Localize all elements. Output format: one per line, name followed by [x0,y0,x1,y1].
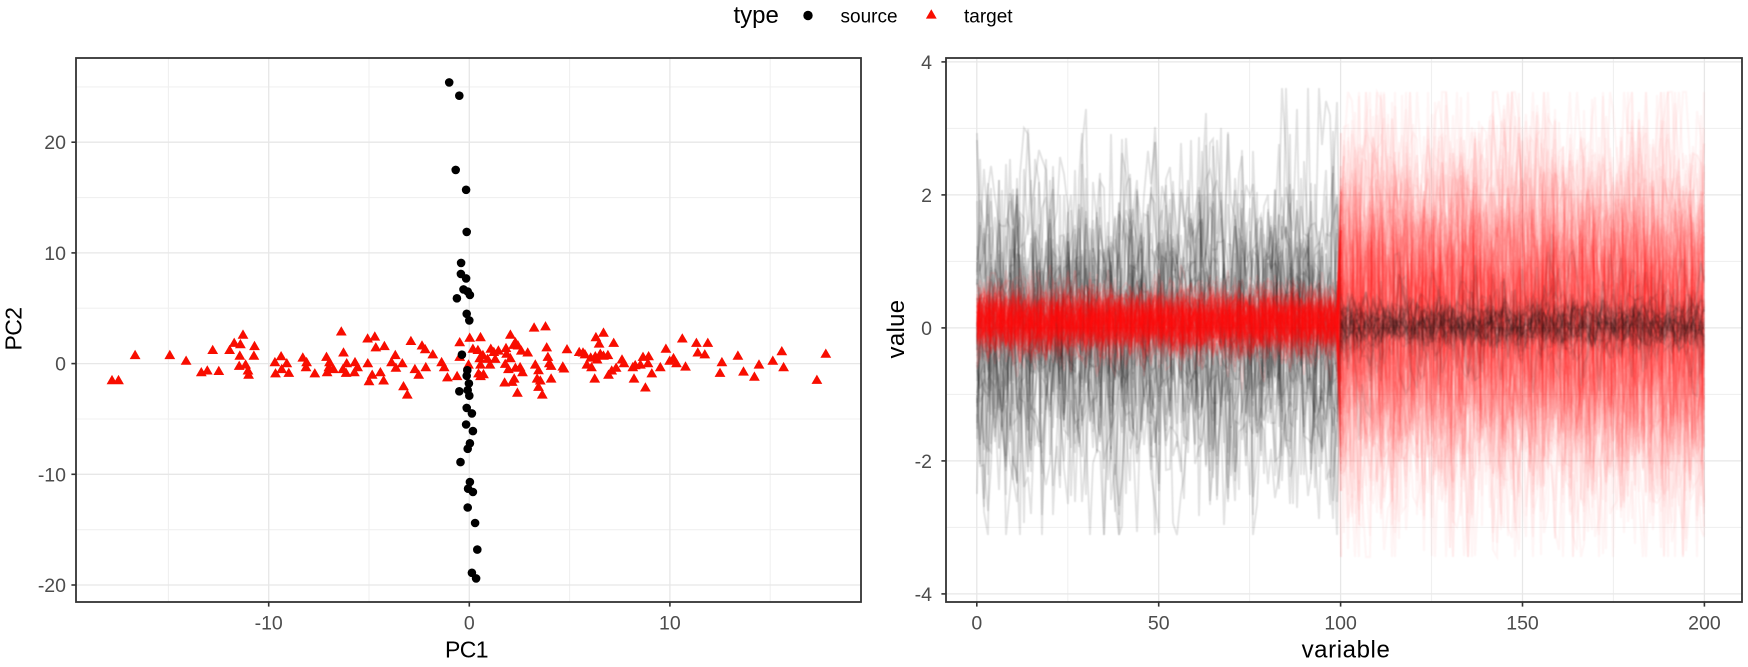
svg-text:value: value [883,300,910,359]
svg-text:0: 0 [464,613,475,635]
svg-text:0: 0 [55,354,66,376]
svg-text:variable: variable [1302,637,1391,664]
svg-text:100: 100 [1324,613,1357,635]
svg-text:-20: -20 [38,575,66,597]
svg-text:-4: -4 [915,584,932,606]
svg-text:0: 0 [921,318,932,340]
svg-text:10: 10 [659,613,681,635]
svg-text:-10: -10 [255,613,283,635]
svg-text:type: type [734,2,779,29]
svg-text:target: target [964,6,1013,27]
svg-text:0: 0 [971,613,982,635]
svg-text:2: 2 [921,185,932,207]
svg-text:20: 20 [44,132,66,154]
svg-text:50: 50 [1148,613,1170,635]
svg-text:PC1: PC1 [445,637,488,663]
svg-text:4: 4 [921,52,932,74]
svg-text:10: 10 [44,243,66,265]
svg-text:PC2: PC2 [1,308,27,351]
svg-text:150: 150 [1506,613,1539,635]
svg-text:200: 200 [1688,613,1721,635]
svg-text:source: source [841,6,898,27]
svg-text:-10: -10 [38,464,66,486]
svg-text:-2: -2 [915,451,932,473]
